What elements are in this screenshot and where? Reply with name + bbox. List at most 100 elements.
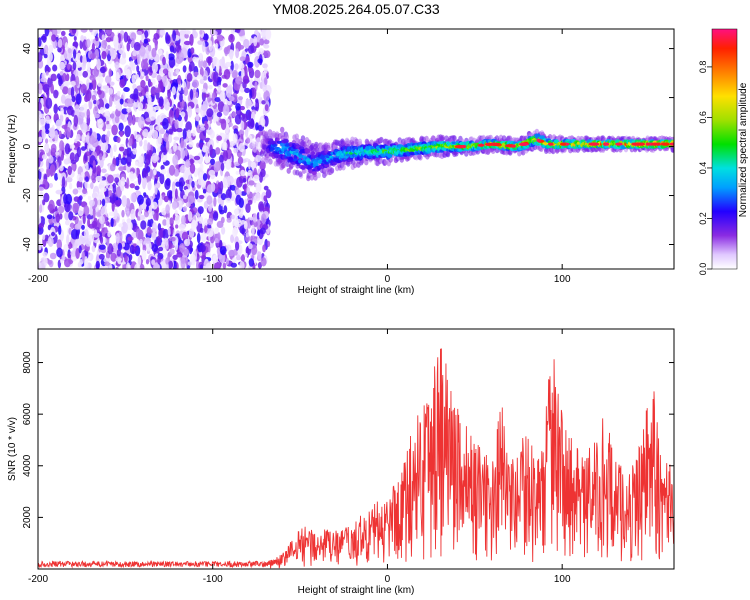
- spectrogram-noise-cell: [194, 189, 199, 200]
- spectrogram-noise-cell: [58, 130, 62, 138]
- spectrogram-noise-cell: [109, 95, 113, 107]
- spectrogram-noise-cell: [139, 214, 145, 221]
- spectrogram-noise-cell: [114, 177, 120, 184]
- spectrogram-noise-cell: [133, 88, 139, 100]
- spectrogram-noise-cell: [82, 54, 87, 67]
- spectrogram-noise-cell: [44, 143, 50, 154]
- spectrogram-noise-cell: [124, 182, 128, 189]
- spectrogram-noise-cell: [260, 257, 267, 267]
- spectrogram-noise-cell: [121, 209, 125, 218]
- spectrogram-noise-cell: [41, 33, 47, 43]
- spectrogram-noise-cell: [201, 88, 207, 93]
- spectrogram-noise-cell: [187, 195, 195, 204]
- spectrogram-noise-cell: [137, 256, 142, 267]
- spectrogram-noise-cell: [171, 86, 176, 96]
- spectrogram-noise-cell: [99, 235, 104, 244]
- spectrogram-ridge-cell: [310, 154, 315, 158]
- spectrogram-noise-cell: [166, 190, 174, 199]
- spectrogram-noise-cell: [85, 161, 89, 174]
- spectrogram-noise-cell: [56, 247, 63, 258]
- spectrogram-noise-cell: [123, 31, 129, 43]
- spectrogram-noise-cell: [39, 118, 46, 127]
- spectrogram-noise-cell: [68, 227, 72, 235]
- spectrogram-noise-cell: [263, 195, 268, 202]
- spectrogram-noise-cell: [158, 96, 164, 107]
- spectrogram-noise-cell: [78, 245, 82, 254]
- spectrogram-noise-cell: [128, 254, 133, 261]
- spectrogram-noise-cell: [190, 47, 195, 54]
- spectrogram-noise-cell: [235, 48, 240, 59]
- spectrogram-noise-cell: [47, 224, 52, 231]
- spectrogram-noise-cell: [74, 138, 78, 144]
- spectrogram-noise-cell: [236, 176, 243, 188]
- spectrogram-noise-cell: [147, 94, 152, 105]
- spectrogram-noise-cell: [82, 188, 88, 195]
- spectrogram-noise-cell: [234, 63, 239, 70]
- spectrogram-noise-cell: [64, 211, 70, 221]
- spectrogram-noise-cell: [85, 151, 91, 157]
- spectrogram-noise-cell: [89, 29, 93, 33]
- spectrogram-noise-cell: [183, 40, 191, 46]
- spectrogram-noise-cell: [80, 171, 85, 179]
- spectrogram-noise-cell: [219, 246, 227, 255]
- spectrogram-noise-cell: [205, 252, 212, 258]
- spectrogram-halo-cell: [294, 133, 299, 140]
- spectrogram-noise-cell: [83, 205, 90, 217]
- spectrogram-noise-cell: [144, 209, 149, 218]
- spectrogram-noise-cell: [219, 239, 223, 249]
- spectrogram-noise-cell: [163, 195, 169, 203]
- spectrogram-noise-cell: [201, 40, 206, 53]
- spectrogram-noise-cell: [240, 169, 246, 177]
- spectrogram-noise-cell: [230, 214, 235, 220]
- spectrogram-noise-cell: [207, 218, 214, 226]
- spectrogram-noise-cell: [94, 229, 97, 235]
- spectrogram-noise-cell: [130, 192, 137, 203]
- spectrogram-noise-cell: [105, 221, 110, 226]
- spectrogram-noise-cell: [168, 241, 173, 250]
- spectrogram-noise-cell: [172, 30, 177, 42]
- spectrogram-noise-cell: [42, 251, 48, 257]
- spectrogram-noise-cell: [177, 74, 182, 85]
- spectrogram-noise-cell: [257, 229, 261, 236]
- spectrogram-noise-cell: [121, 195, 128, 208]
- spectrogram-noise-cell: [58, 76, 63, 87]
- spectrogram-noise-cell: [145, 154, 151, 166]
- spectrogram-noise-cell: [79, 39, 83, 50]
- spectrogram-noise-cell: [129, 171, 134, 180]
- spectrogram-noise-cell: [179, 92, 183, 103]
- spectrogram-noise-cell: [139, 238, 143, 244]
- spectrogram-noise-cell: [113, 144, 117, 152]
- spectrogram-noise-cell: [51, 231, 56, 237]
- spectrogram-noise-cell: [200, 232, 207, 242]
- spectrogram-noise-cell: [82, 70, 88, 78]
- spectrogram-noise-cell: [192, 56, 197, 62]
- spectrogram-noise-cell: [173, 136, 180, 141]
- spectrogram-noise-cell: [115, 257, 122, 262]
- spectrogram-noise-cell: [175, 42, 181, 53]
- spectrogram-noise-cell: [162, 68, 169, 75]
- spectrogram-noise-cell: [214, 43, 219, 49]
- spectrogram-noise-cell: [47, 260, 53, 265]
- spectrogram-noise-cell: [210, 158, 215, 165]
- spectrogram-noise-cell: [209, 144, 213, 156]
- spectrogram-noise-cell: [89, 74, 96, 81]
- spectrogram-noise-cell: [180, 147, 186, 160]
- spectrogram-noise-cell: [145, 197, 151, 207]
- spectrogram-noise-cell: [168, 128, 174, 135]
- spectrogram-noise-cell: [49, 127, 56, 140]
- spectrogram-noise-cell: [98, 76, 104, 84]
- spectrogram-noise-cell: [172, 140, 177, 152]
- spectrogram-noise-cell: [264, 104, 269, 112]
- spectrogram-noise-cell: [74, 223, 81, 230]
- spectrogram-noise-cell: [120, 176, 126, 187]
- spectrogram-noise-cell: [105, 103, 110, 109]
- spectrogram-noise-cell: [105, 85, 109, 94]
- spectrogram-noise-cell: [248, 180, 255, 186]
- spectrogram-noise-cell: [225, 197, 232, 203]
- spectrogram-noise-cell: [97, 82, 103, 87]
- spectrogram-noise-cell: [126, 218, 132, 224]
- spectrogram-noise-cell: [189, 61, 195, 72]
- spectrogram-noise-cell: [267, 240, 271, 247]
- spectrogram-noise-cell: [95, 260, 100, 269]
- spectrogram-noise-cell: [90, 182, 94, 190]
